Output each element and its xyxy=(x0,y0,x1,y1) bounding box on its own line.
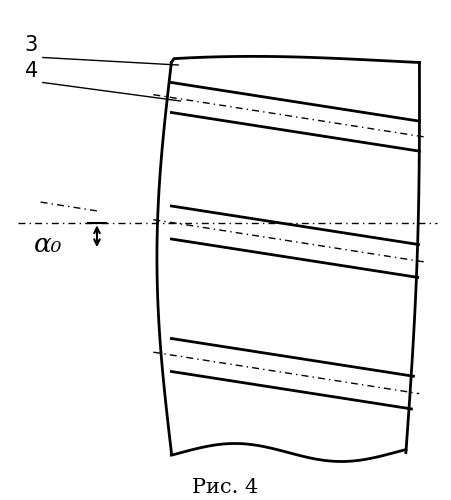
Text: 3: 3 xyxy=(25,35,38,55)
Text: 4: 4 xyxy=(25,61,38,81)
Text: Рис. 4: Рис. 4 xyxy=(193,478,258,497)
Text: α₀: α₀ xyxy=(34,232,62,258)
